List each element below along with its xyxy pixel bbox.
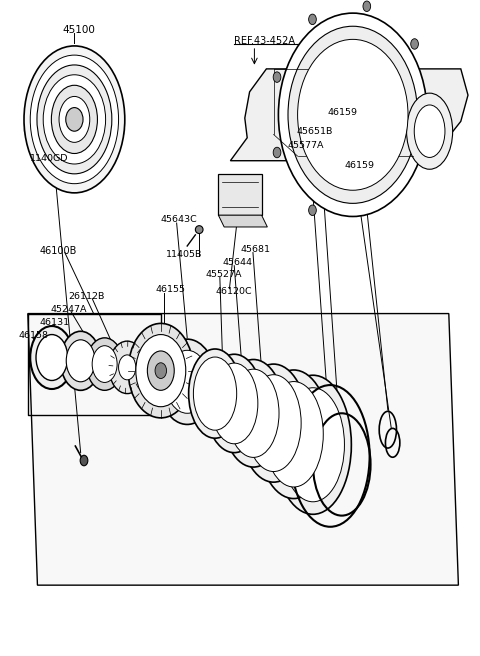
Text: 45644: 45644 bbox=[222, 258, 252, 267]
Ellipse shape bbox=[275, 375, 351, 514]
Ellipse shape bbox=[128, 323, 193, 418]
Ellipse shape bbox=[147, 351, 174, 390]
Ellipse shape bbox=[92, 346, 117, 382]
Ellipse shape bbox=[86, 338, 123, 390]
Ellipse shape bbox=[414, 105, 445, 157]
Text: 26112B: 26112B bbox=[68, 292, 105, 301]
Polygon shape bbox=[218, 174, 262, 215]
Text: 45577A: 45577A bbox=[287, 141, 324, 150]
Text: 1140GD: 1140GD bbox=[30, 154, 68, 163]
Ellipse shape bbox=[136, 335, 186, 407]
Ellipse shape bbox=[205, 354, 263, 453]
Ellipse shape bbox=[30, 326, 73, 389]
Text: 45527A: 45527A bbox=[205, 270, 242, 279]
Ellipse shape bbox=[211, 363, 258, 443]
Ellipse shape bbox=[240, 364, 307, 482]
Text: 45651B: 45651B bbox=[297, 127, 333, 136]
Ellipse shape bbox=[43, 75, 106, 164]
Ellipse shape bbox=[411, 39, 419, 49]
Ellipse shape bbox=[66, 340, 95, 382]
Text: 45643C: 45643C bbox=[161, 215, 198, 224]
Ellipse shape bbox=[166, 350, 209, 413]
Ellipse shape bbox=[37, 65, 112, 174]
Polygon shape bbox=[230, 69, 468, 161]
Text: 46100B: 46100B bbox=[39, 245, 77, 256]
Text: 46159: 46159 bbox=[345, 161, 374, 170]
Ellipse shape bbox=[36, 335, 68, 380]
Ellipse shape bbox=[189, 349, 241, 438]
Ellipse shape bbox=[59, 96, 90, 142]
Ellipse shape bbox=[246, 375, 301, 472]
Ellipse shape bbox=[309, 14, 316, 25]
Text: 11405B: 11405B bbox=[166, 250, 202, 259]
Ellipse shape bbox=[195, 226, 203, 234]
Ellipse shape bbox=[109, 341, 145, 394]
Ellipse shape bbox=[273, 72, 281, 83]
Ellipse shape bbox=[119, 355, 136, 380]
Ellipse shape bbox=[66, 108, 83, 131]
Ellipse shape bbox=[281, 388, 345, 502]
Ellipse shape bbox=[228, 369, 279, 457]
Ellipse shape bbox=[309, 205, 316, 215]
Ellipse shape bbox=[298, 39, 408, 190]
Text: 46120C: 46120C bbox=[215, 287, 252, 297]
Ellipse shape bbox=[273, 147, 281, 157]
Ellipse shape bbox=[222, 359, 285, 467]
Polygon shape bbox=[218, 215, 267, 227]
Ellipse shape bbox=[51, 85, 97, 154]
Text: 46158: 46158 bbox=[18, 331, 48, 340]
Ellipse shape bbox=[60, 331, 101, 390]
Polygon shape bbox=[28, 314, 458, 585]
Text: 45681: 45681 bbox=[241, 245, 271, 254]
Text: 46159: 46159 bbox=[327, 108, 357, 117]
Ellipse shape bbox=[193, 357, 237, 430]
Ellipse shape bbox=[264, 382, 324, 487]
Ellipse shape bbox=[30, 55, 119, 184]
Text: 46155: 46155 bbox=[156, 285, 186, 295]
Text: REF.43-452A: REF.43-452A bbox=[234, 35, 295, 46]
Ellipse shape bbox=[258, 370, 330, 499]
Ellipse shape bbox=[80, 455, 88, 466]
Ellipse shape bbox=[155, 363, 167, 379]
Text: 45247A: 45247A bbox=[50, 305, 87, 314]
Ellipse shape bbox=[363, 1, 371, 12]
Ellipse shape bbox=[407, 93, 453, 169]
Ellipse shape bbox=[278, 13, 427, 216]
Text: 45100: 45100 bbox=[62, 24, 95, 35]
Ellipse shape bbox=[24, 46, 125, 193]
Ellipse shape bbox=[288, 26, 418, 203]
Ellipse shape bbox=[158, 339, 216, 424]
Text: 46131: 46131 bbox=[39, 318, 70, 327]
